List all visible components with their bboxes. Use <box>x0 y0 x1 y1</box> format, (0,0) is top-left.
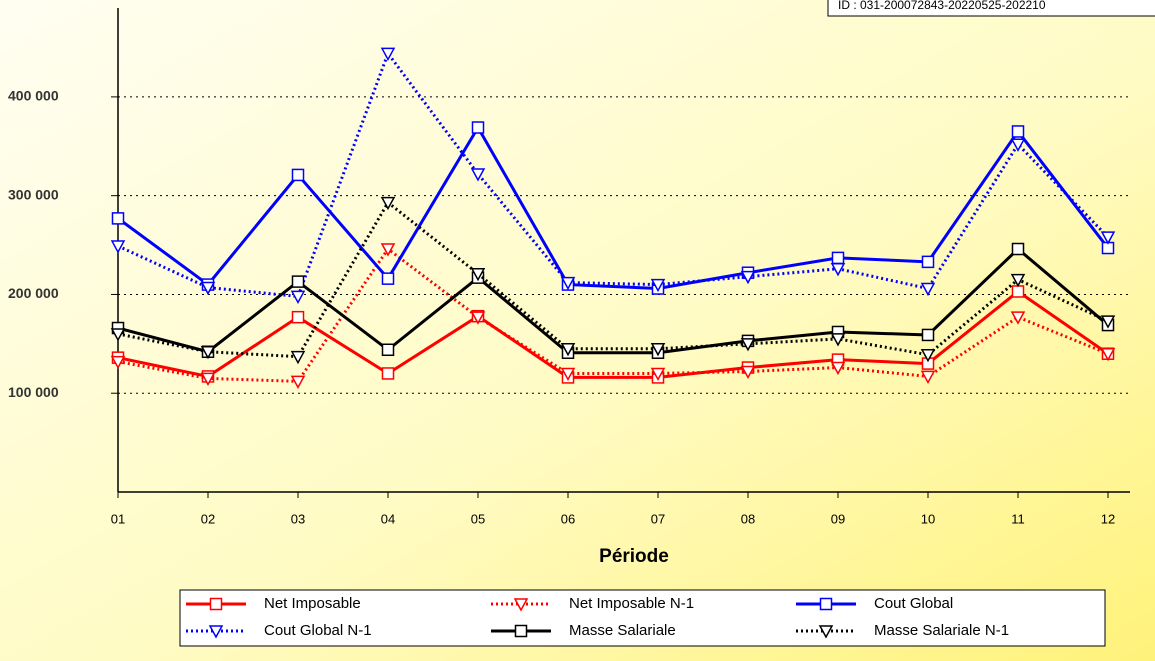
legend-label: Cout Global N-1 <box>264 622 372 639</box>
x-tick-label: 10 <box>921 511 935 526</box>
x-tick-label: 03 <box>291 511 305 526</box>
point <box>740 338 756 352</box>
point <box>1010 273 1026 288</box>
point <box>380 243 396 257</box>
point <box>381 272 395 285</box>
point <box>290 350 306 365</box>
series-line <box>117 246 1109 383</box>
series-line <box>117 124 1110 291</box>
point <box>831 251 845 265</box>
y-tick-label: 200 000 <box>8 285 59 301</box>
point <box>291 168 305 182</box>
point <box>830 361 846 376</box>
y-tick-label: 400 000 <box>8 88 59 104</box>
point <box>650 367 666 382</box>
point <box>110 328 126 342</box>
x-tick-label: 12 <box>1101 511 1115 526</box>
point <box>470 311 486 325</box>
x-axis-title: Période <box>599 546 669 567</box>
point <box>830 333 846 347</box>
id-box <box>827 0 1155 17</box>
point <box>470 168 486 182</box>
point <box>290 375 306 389</box>
point <box>291 275 305 288</box>
point <box>1011 285 1025 298</box>
point <box>110 355 126 370</box>
point <box>200 345 216 360</box>
legend-marker <box>818 625 834 639</box>
series-line <box>117 50 1110 299</box>
y-tick-label: 100 000 <box>8 384 59 400</box>
x-tick-label: 02 <box>201 511 215 526</box>
legend-marker <box>208 625 224 639</box>
legend <box>179 589 1106 647</box>
point <box>920 370 936 384</box>
point <box>381 367 395 380</box>
point <box>380 47 396 62</box>
point <box>560 367 576 382</box>
legend-marker <box>514 624 528 638</box>
point <box>471 121 485 134</box>
x-tick-label: 08 <box>741 511 755 526</box>
point <box>921 328 935 342</box>
point <box>1011 242 1025 256</box>
point <box>560 343 576 357</box>
point <box>920 282 936 297</box>
point <box>650 278 666 293</box>
point <box>1100 347 1116 362</box>
x-tick-label: 07 <box>651 511 665 526</box>
legend-label: Net Imposable N-1 <box>569 595 694 612</box>
x-tick-label: 09 <box>831 511 845 526</box>
x-tick-label: 06 <box>561 511 575 526</box>
x-tick-label: 11 <box>1011 511 1025 526</box>
point <box>291 310 305 324</box>
legend-label: Cout Global <box>874 595 953 612</box>
x-tick-label: 01 <box>111 511 125 526</box>
point <box>200 281 216 296</box>
point <box>381 343 395 357</box>
point <box>200 372 216 386</box>
point <box>110 240 126 254</box>
point <box>740 270 756 285</box>
point <box>1100 231 1116 245</box>
series-line <box>117 246 1109 355</box>
point <box>1010 311 1026 325</box>
x-tick-label: 04 <box>381 511 395 526</box>
series-line <box>117 289 1109 379</box>
point <box>380 196 396 211</box>
x-tick-label: 05 <box>471 511 485 526</box>
legend-marker <box>819 597 833 611</box>
legend-label: Masse Salariale <box>569 622 676 639</box>
point <box>290 290 306 304</box>
legend-label: Masse Salariale N-1 <box>874 622 1009 639</box>
point <box>921 255 935 269</box>
id-label: ID : 031-200072843-20220525-202210 <box>838 0 1046 12</box>
point <box>470 267 486 282</box>
point <box>1010 138 1026 152</box>
legend-marker <box>209 597 223 611</box>
point <box>1100 315 1116 329</box>
point <box>830 263 846 277</box>
point <box>650 343 666 357</box>
y-tick-label: 300 000 <box>8 186 59 202</box>
legend-label: Net Imposable <box>264 595 361 612</box>
point <box>740 365 756 380</box>
point <box>111 212 125 225</box>
point <box>1011 125 1025 138</box>
series-line <box>117 200 1109 359</box>
point <box>560 276 576 291</box>
point <box>920 348 936 363</box>
legend-marker <box>513 598 529 612</box>
